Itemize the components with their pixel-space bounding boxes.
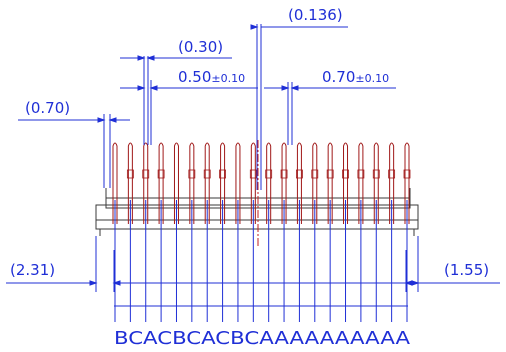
pin <box>280 142 288 224</box>
dim-231 <box>6 236 140 292</box>
pin <box>142 142 150 224</box>
dim-0136-label: (0.136) <box>288 6 343 24</box>
pin <box>296 142 303 224</box>
pin <box>403 142 411 224</box>
pitch-lines <box>114 200 408 322</box>
dim-070-pitch <box>264 82 396 145</box>
dim-070-pitch-label: 0.70±0.10 <box>322 68 389 86</box>
dim-030-label: (0.30) <box>178 38 223 56</box>
pin <box>188 142 196 224</box>
dim-070-left-label: (0.70) <box>25 99 70 117</box>
pin <box>342 142 349 224</box>
dim-0136 <box>250 24 348 190</box>
dim-231-label: (2.31) <box>10 261 55 279</box>
pin <box>219 142 226 224</box>
dim-050 <box>120 80 258 145</box>
pin <box>157 142 165 224</box>
pin-group <box>112 142 411 224</box>
pin <box>388 142 396 224</box>
pin <box>173 142 179 224</box>
pin <box>249 142 257 224</box>
pin <box>126 142 134 224</box>
dim-030 <box>120 55 232 145</box>
dim-155-label: (1.55) <box>444 261 489 279</box>
connector-body <box>95 188 419 236</box>
pin <box>235 142 241 224</box>
pin <box>112 142 118 224</box>
pin <box>357 142 365 224</box>
pin <box>265 142 273 224</box>
dim-050-label: 0.50±0.10 <box>178 68 245 86</box>
pin <box>372 142 380 224</box>
dim-155 <box>380 236 500 292</box>
dim-070-left <box>18 114 130 188</box>
pin <box>326 142 334 224</box>
pin <box>203 142 211 224</box>
pin-letters: BCACBCACBCAAAAAAAAAA <box>114 328 411 349</box>
pin <box>311 142 319 224</box>
